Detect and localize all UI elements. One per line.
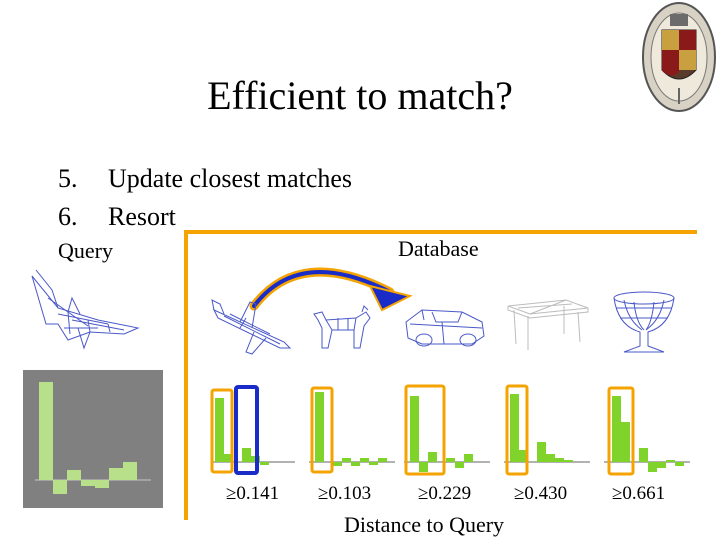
car-model-icon [405, 309, 485, 347]
query-histogram [35, 382, 151, 494]
step-text: Update closest matches [108, 164, 353, 193]
dog-model-icon [313, 305, 371, 349]
histogram-dog [309, 386, 395, 474]
step-text: Resort [108, 202, 176, 231]
step-number: 5. [58, 164, 78, 193]
shark-model-icon [31, 269, 140, 350]
steps-list: 5. Update closest matches 6. Resort [58, 160, 352, 236]
slide-title: Efficient to match? [207, 73, 513, 118]
list-item: 6. Resort [58, 198, 352, 236]
vertical-divider [184, 230, 188, 520]
distance-value: ≥0.141 [226, 483, 280, 504]
distance-value: ≥0.229 [418, 483, 472, 504]
airplane-model-icon [211, 299, 292, 355]
goblet-model-icon [613, 291, 675, 353]
step-number: 6. [58, 202, 78, 231]
distance-value: ≥0.430 [514, 483, 568, 504]
histogram-table [504, 384, 590, 476]
distance-value: ≥0.661 [612, 483, 666, 504]
list-item: 5. Update closest matches [58, 160, 352, 198]
distance-caption: Distance to Query [344, 512, 505, 537]
university-seal-icon [642, 2, 716, 112]
database-label: Database [398, 236, 479, 261]
histogram-goblet [604, 386, 690, 476]
query-label: Query [58, 238, 113, 263]
horizontal-divider [185, 230, 697, 234]
histogram-airplane [210, 385, 295, 475]
curved-arrow-icon [249, 267, 413, 312]
distance-value: ≥0.103 [318, 483, 372, 504]
table-model-icon [507, 299, 589, 350]
histogram-car [404, 384, 490, 476]
